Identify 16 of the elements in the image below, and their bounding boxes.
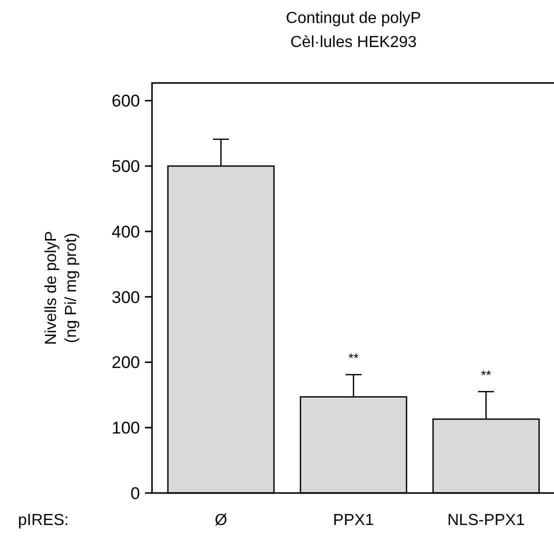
x-tick-label: Ø xyxy=(214,512,228,529)
text: pIRES: xyxy=(18,512,69,529)
x-tick-label: NLS-PPX1 xyxy=(447,512,525,529)
y-tick-label: 0 xyxy=(130,484,140,503)
y-tick-label: 500 xyxy=(112,157,140,176)
y-axis-title: Nivells de polyP (ng Pi/ mg prot) xyxy=(43,231,80,345)
y-tick-label: 600 xyxy=(112,92,140,111)
y-tick-label: 400 xyxy=(112,222,140,242)
annotation: ** xyxy=(481,368,492,383)
y-tick-label: 300 xyxy=(112,288,140,307)
chart-subtitle: Cèl·lules HEK293 xyxy=(290,34,417,51)
annotation: ** xyxy=(348,350,359,366)
x-tick-label: PPX1 xyxy=(333,512,374,529)
chart-title: Contingut de polyP xyxy=(286,10,422,27)
y-tick-label: 100 xyxy=(112,418,140,438)
y-tick-label: 200 xyxy=(112,353,140,372)
